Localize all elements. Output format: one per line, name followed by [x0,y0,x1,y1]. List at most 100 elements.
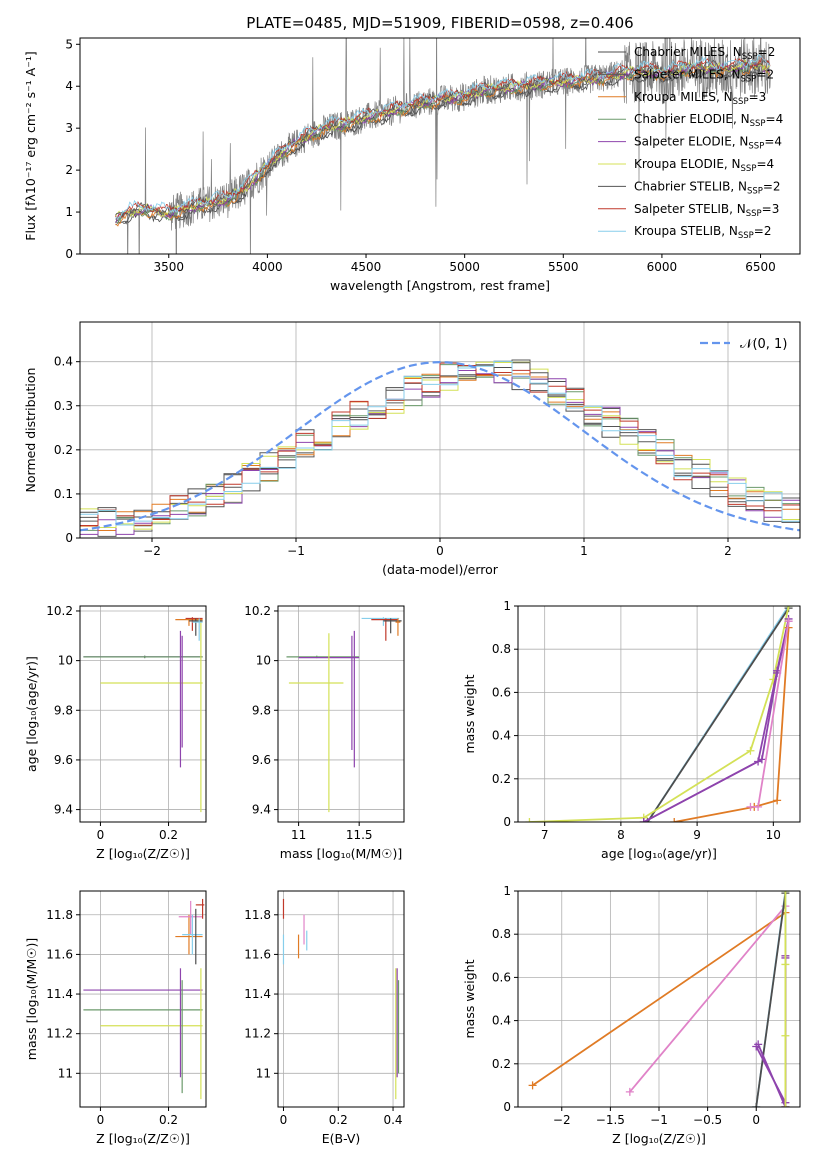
plot-area [83,898,205,1100]
y-tick-label: 9.8 [54,703,73,717]
axes-frame [277,605,405,823]
weight-series-line [755,955,787,1107]
x-tick-label: 0 [436,544,444,558]
panel-weights-vs-age: 7 8 9 10 0 0.2 0.4 0.6 0.8 1 age [log₁₀(age/yr)] ma… [462,599,801,861]
axes-frame [277,890,405,1108]
x-tick-label: 8 [617,828,625,842]
residual-histogram [80,360,800,526]
legend-label: Kroupa ELODIE, NSSP=4 [634,157,774,174]
y-tick-label: 0 [503,815,511,829]
y-tick-label: 0 [65,531,73,545]
weight-series-line [646,607,790,822]
weight-point-marker [781,891,790,895]
y-tick-label: 0 [503,1100,511,1114]
x-tick-label: 1 [580,544,588,558]
y-tick-label: 11 [256,1066,271,1080]
weight-point-marker [746,746,755,755]
x-tick-label: −0.5 [693,1113,722,1127]
weight-point-marker [528,1081,537,1090]
y-tick-label: 0.4 [54,355,73,369]
axes-frame [517,605,801,823]
x-tick-label: −2 [553,1113,571,1127]
y-tick-label: 0.6 [492,685,511,699]
y-tick-label: 9.6 [54,753,73,767]
plot-area [80,359,800,537]
y-tick-label: 10 [256,654,271,668]
y-tick-label: 11.8 [244,908,271,922]
x-tick-label: 0 [280,1113,288,1127]
y-tick-label: 1 [503,884,511,898]
plot-area [83,617,203,813]
x-tick-label: 10 [766,828,781,842]
y-tick-label: 2 [65,163,73,177]
weight-point-marker [757,755,766,764]
weight-point-marker [752,1103,761,1107]
y-tick-label: 9.8 [252,703,271,717]
weight-point-marker [625,1087,634,1096]
figure-title: PLATE=0485, MJD=51909, FIBERID=0598, z=0… [246,14,633,32]
x-tick-label: −2 [143,544,161,558]
y-tick-label: 10.2 [46,604,73,618]
panel-mass-vs-Z: 0 0.2 11 11.2 11.4 11.6 11.8 Z [log₁₀(Z/Z☉)] mas… [24,890,207,1146]
weight-point-marker [784,606,793,610]
weight-series-line [757,958,787,1107]
x-axis-label: age [log₁₀(age/yr)] [601,846,717,861]
x-tick-label: 9 [693,828,701,842]
panel-residuals: −2 −1 0 1 2 0 0.1 0.2 0.3 0.4 (data-model)/error No… [23,321,801,577]
x-tick-label: −1.5 [596,1113,625,1127]
y-tick-label: 0.6 [492,970,511,984]
x-axis-label: Z [log₁₀(Z/Z☉)] [612,1131,706,1146]
weight-series-line [529,606,790,822]
legend-label: Salpeter ELODIE, NSSP=4 [634,135,782,152]
weight-point-marker [746,802,755,811]
weight-point-marker [670,818,679,822]
y-tick-label: 0.2 [492,772,511,786]
weight-point-marker [781,1103,790,1107]
y-tick-label: 9.6 [252,753,271,767]
plot-area [282,898,400,1100]
panel-spectrum: 3500 4000 4500 5000 5500 6000 6500 0 1 2 3 4 5 wavele… [23,37,801,293]
y-tick-label: 0.2 [54,443,73,457]
y-tick-label: 0 [65,247,73,261]
x-tick-label: 6000 [647,260,678,274]
x-tick-label: 11 [291,828,306,842]
x-tick-label: 0 [752,1113,760,1127]
x-tick-label: 4500 [351,260,382,274]
weight-point-marker [773,796,782,805]
x-tick-label: 0.4 [383,1113,402,1127]
plot-area [528,891,790,1107]
x-tick-label: 0.2 [329,1113,348,1127]
y-axis-label: Normed distribution [23,368,38,493]
x-tick-label: 0.2 [159,828,178,842]
y-tick-label: 11 [58,1066,73,1080]
legend-label: 𝒩(0, 1) [740,337,787,352]
y-axis-label: age [log₁₀(age/yr)] [24,656,39,772]
axes-frame [79,37,801,255]
axes-frame [79,605,207,823]
y-tick-label: 10.2 [244,604,271,618]
x-axis-label: Z [log₁₀(Z/Z☉)] [96,1131,190,1146]
weight-series-line [643,620,790,822]
y-axis-label: mass [log₁₀(M/M☉)] [24,938,39,1060]
weight-point-marker [781,1031,790,1040]
x-tick-label: 5500 [548,260,579,274]
x-tick-label: 0 [97,828,105,842]
x-tick-label: −1 [287,544,305,558]
y-tick-label: 11.4 [244,987,271,1001]
x-tick-label: 2 [724,544,732,558]
panel-age-vs-mass: 11 11.5 9.4 9.6 9.8 10 10.2 mass [log₁₀(M/M☉)] [244,604,405,861]
weight-point-marker [754,1040,763,1049]
x-tick-label: −1 [650,1113,668,1127]
y-tick-label: 11.8 [46,908,73,922]
x-axis-label: mass [log₁₀(M/M☉)] [280,846,402,861]
legend-label: Chabrier MILES, NSSP=2 [634,45,775,62]
y-tick-label: 5 [65,37,73,51]
y-tick-label: 4 [65,79,73,93]
x-tick-label: 6500 [745,260,776,274]
legend-label: Chabrier ELODIE, NSSP=4 [634,112,783,129]
y-axis-label: mass weight [462,959,477,1038]
y-tick-label: 0.4 [492,1014,511,1028]
normal-curve [80,360,800,532]
weight-point-marker [754,802,763,811]
y-tick-label: 0.1 [54,487,73,501]
